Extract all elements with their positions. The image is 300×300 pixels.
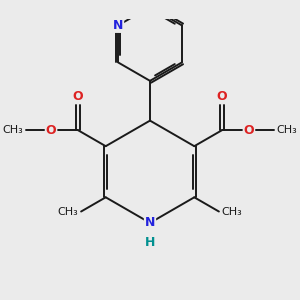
Text: N: N — [145, 216, 155, 230]
Text: N: N — [113, 19, 123, 32]
Text: O: O — [46, 124, 56, 137]
Text: O: O — [73, 90, 83, 103]
Text: CH₃: CH₃ — [277, 125, 297, 135]
Text: CH₃: CH₃ — [58, 206, 78, 217]
Text: CH₃: CH₃ — [222, 206, 242, 217]
Text: O: O — [244, 124, 254, 137]
Text: CH₃: CH₃ — [3, 125, 23, 135]
Text: H: H — [145, 236, 155, 249]
Text: O: O — [217, 90, 227, 103]
